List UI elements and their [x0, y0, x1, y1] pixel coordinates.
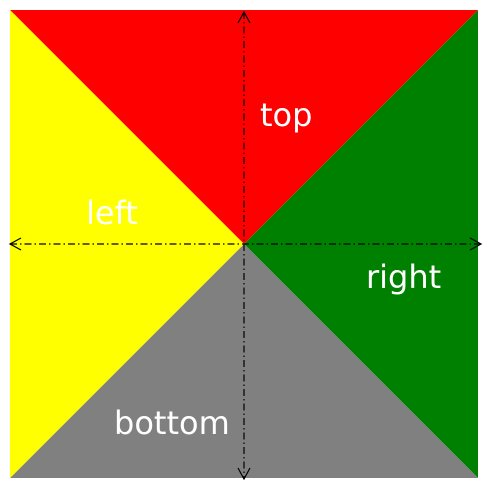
top-label: top [260, 96, 312, 134]
left-label: left [86, 194, 138, 232]
bottom-label: bottom [114, 404, 230, 442]
right-label: right [366, 258, 441, 296]
